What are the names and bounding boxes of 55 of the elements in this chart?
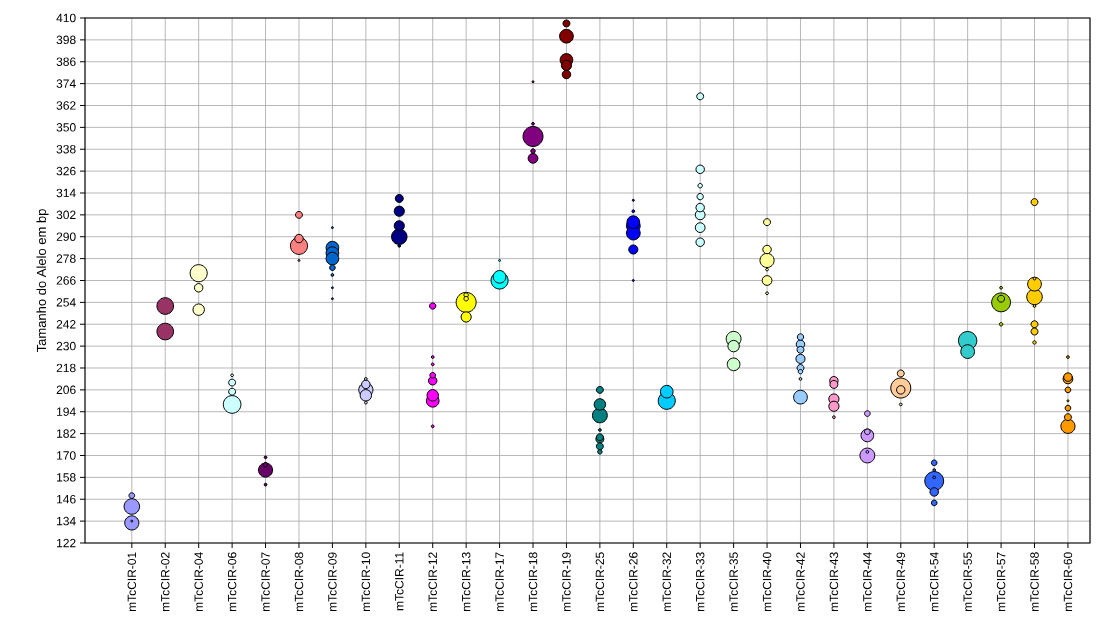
y-axis-title: Tamanho do Alelo em bp <box>36 209 49 353</box>
y-tick-label: 134 <box>57 516 76 526</box>
y-tick-label: 302 <box>56 210 76 220</box>
y-tick-label: 218 <box>56 363 76 373</box>
y-tick-label: 158 <box>57 473 76 482</box>
y-tick-label: 374 <box>56 79 76 88</box>
y-tick-label: 170 <box>57 451 76 460</box>
y-tick-label: 350 <box>56 123 76 132</box>
y-tick-label: 206 <box>56 385 76 395</box>
y-tick-label: 242 <box>56 320 76 329</box>
x-tick-label: mTcCIR-54 <box>929 552 939 612</box>
y-tick-label: 122 <box>57 538 76 548</box>
y-tick-label: 410 <box>56 13 76 23</box>
y-tick-label: 230 <box>56 341 76 351</box>
x-tick-label: mTcCIR-09 <box>328 552 337 612</box>
y-tick-label: 194 <box>57 407 76 416</box>
y-tick-label: 266 <box>56 276 76 285</box>
x-tick-label: mTcCIR-44 <box>863 552 872 612</box>
x-tick-label: mTcCIR-17 <box>495 552 504 612</box>
y-tick-label: 314 <box>56 188 76 198</box>
x-tick-label: mTcCIR-26 <box>629 552 638 612</box>
x-tick-label: mTcCIR-33 <box>695 552 705 612</box>
x-tick-label: mTcCIR-55 <box>963 552 972 612</box>
x-tick-label: mTcCIR-49 <box>896 552 906 612</box>
y-tick-label: 290 <box>56 232 76 241</box>
x-tick-label: mTcCIR-07 <box>261 552 270 612</box>
y-tick-label: 182 <box>57 429 76 438</box>
y-tick-label: 326 <box>56 166 76 176</box>
x-tick-label: mTcCIR-57 <box>996 552 1006 612</box>
y-tick-label: 362 <box>56 101 76 110</box>
x-tick-label: mTcCIR-18 <box>528 552 538 612</box>
y-tick-label: 386 <box>56 57 76 66</box>
x-tick-label: mTcCIR-40 <box>762 552 772 612</box>
x-tick-label: mTcCIR-58 <box>1030 552 1039 612</box>
x-tick-label: mTcCIR-02 <box>161 552 170 612</box>
x-tick-label: mTcCIR-11 <box>395 552 404 611</box>
x-tick-label: mTcCIR-43 <box>829 552 839 612</box>
x-tick-label: mTcCIR-35 <box>729 552 738 612</box>
x-tick-label: mTcCIR-60 <box>1063 552 1073 612</box>
x-tick-label: mTcCIR-25 <box>595 552 605 612</box>
x-tick-label: mTcCIR-04 <box>194 552 203 612</box>
x-tick-label: mTcCIR-32 <box>662 552 671 612</box>
x-tick-label: mTcCIR-06 <box>227 552 237 612</box>
y-tick-label: 146 <box>57 494 76 504</box>
x-tick-label: mTcCIR-42 <box>796 552 805 612</box>
x-tick-label: mTcCIR-10 <box>361 552 371 612</box>
y-tick-label: 398 <box>56 35 76 45</box>
x-tick-label: mTcCIR-13 <box>461 552 471 612</box>
y-tick-label: 278 <box>56 254 76 263</box>
y-tick-label: 338 <box>56 145 76 154</box>
y-tick-label: 254 <box>56 298 76 307</box>
x-tick-label: mTcCIR-19 <box>562 552 571 612</box>
x-tick-label: mTcCIR-01 <box>127 552 137 612</box>
x-tick-label: mTcCIR-12 <box>428 552 437 612</box>
x-tick-label: mTcCIR-08 <box>294 552 304 612</box>
